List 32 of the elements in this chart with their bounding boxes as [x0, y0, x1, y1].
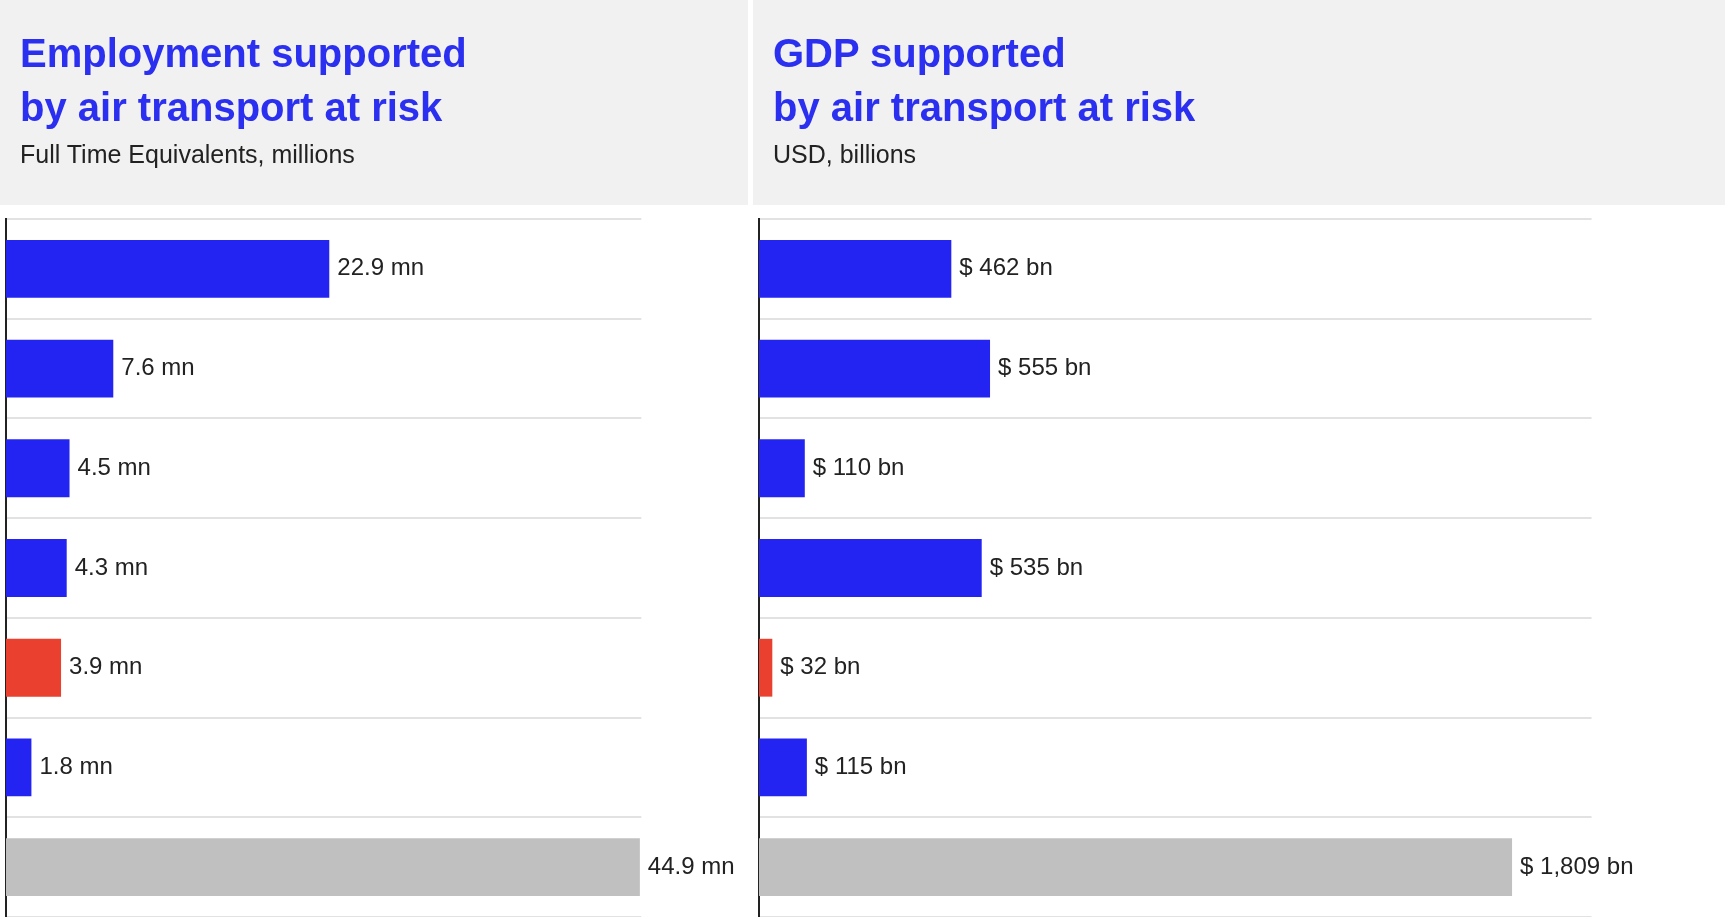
bar — [759, 838, 1513, 897]
bar — [759, 339, 991, 398]
data-label: $ 462 bn — [959, 253, 1053, 281]
chart-title: Employment supported by air transport at risk — [20, 30, 468, 131]
bar — [6, 339, 114, 398]
bar — [6, 738, 32, 797]
bar — [759, 439, 805, 498]
data-label: 44.9 mn — [647, 851, 735, 879]
bar — [759, 738, 807, 797]
data-label: $ 1,809 bn — [1520, 851, 1634, 879]
data-label: $ 115 bn — [814, 752, 907, 780]
bar — [759, 539, 982, 597]
data-label: 7.6 mn — [121, 353, 195, 381]
bar — [6, 539, 67, 597]
bar — [6, 638, 62, 697]
data-label: $ 32 bn — [780, 652, 861, 680]
data-label: $ 535 bn — [989, 552, 1084, 580]
data-label: $ 110 bn — [812, 452, 905, 480]
data-label: $ 555 bn — [998, 353, 1092, 381]
bar — [6, 239, 330, 298]
bar — [6, 838, 640, 897]
chart-title: GDP supported by air transport at risk — [773, 30, 1197, 131]
bar — [759, 239, 952, 298]
data-label: 4.3 mn — [74, 552, 149, 580]
chart-subtitle: Full Time Equivalents, millions — [20, 140, 356, 169]
data-label: 3.9 mn — [69, 652, 143, 680]
bar — [6, 439, 70, 498]
data-label: 4.5 mn — [77, 452, 151, 480]
bar — [759, 638, 773, 697]
chart-subtitle: USD, billions — [773, 140, 918, 169]
data-label: 1.8 mn — [39, 752, 113, 780]
data-label: 22.9 mn — [337, 253, 425, 281]
